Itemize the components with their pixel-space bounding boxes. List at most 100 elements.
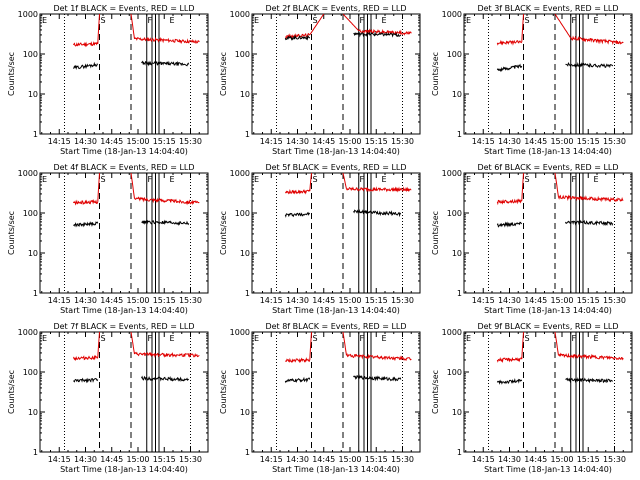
marker-label-f: F (360, 16, 365, 25)
marker-label-s: S (313, 334, 318, 343)
plot-frame (463, 331, 633, 453)
marker-label-e-right: E (382, 334, 387, 343)
x-tick-label: 14:45 (524, 137, 547, 146)
lld-series-line (130, 172, 135, 199)
events-series-line (284, 211, 311, 218)
x-tick-label: 15:00 (338, 455, 361, 464)
panel-det-7: Det 7f BLACK = Events, RED = LLD 1 10 100 10… (7, 322, 209, 474)
lld-series-line (134, 351, 200, 358)
y-tick-label: 100 (23, 50, 38, 59)
lld-series-line (97, 331, 100, 358)
plot-frame (251, 331, 421, 453)
plot-frame (39, 172, 209, 294)
panel-det-4: Det 4f BLACK = Events, RED = LLD 1 10 100 10… (7, 163, 209, 315)
events-series-line (353, 374, 402, 382)
y-tick-label: 100 (447, 368, 462, 377)
marker-label-e-left: E (254, 334, 259, 343)
lld-series-line (284, 189, 311, 195)
x-tick-label: 14:15 (48, 455, 71, 464)
lld-series-line (309, 13, 325, 36)
x-tick-label: 14:15 (260, 455, 283, 464)
y-tick-label: 10 (240, 408, 250, 417)
y-tick-label: 10 (452, 90, 462, 99)
marker-label-f: F (360, 334, 365, 343)
x-axis-label: Start Time (18-Jan-13 14:04:40) (272, 147, 400, 156)
plot-frame (251, 172, 421, 294)
lld-series-line (554, 13, 572, 39)
y-axis-label: Counts/sec (7, 52, 16, 96)
y-axis-label: Counts/sec (7, 211, 16, 255)
lld-series-line (521, 331, 524, 360)
lld-series-line (284, 357, 311, 364)
x-tick-label: 14:15 (260, 137, 283, 146)
panel-title: Det 1f BLACK = Events, RED = LLD (53, 4, 194, 13)
y-tick-label: 1000 (442, 169, 462, 178)
marker-label-f: F (148, 334, 153, 343)
x-tick-label: 14:30 (286, 455, 309, 464)
y-tick-label: 1000 (442, 10, 462, 19)
marker-label-e-left: E (466, 16, 471, 25)
marker-label-f: F (360, 175, 365, 184)
y-tick-label: 100 (447, 209, 462, 218)
x-tick-label: 14:30 (498, 137, 521, 146)
panel-det-9: Det 9f BLACK = Events, RED = LLD 1 10 100 10… (431, 322, 633, 474)
y-tick-label: 100 (235, 368, 250, 377)
y-tick-label: 10 (240, 90, 250, 99)
panel-det-1: Det 1f BLACK = Events, RED = LLD 1 10 100 10… (7, 4, 209, 156)
x-tick-label: 15:00 (550, 455, 573, 464)
marker-label-e-right: E (594, 334, 599, 343)
lld-series-line (346, 353, 412, 362)
lld-series-line (570, 35, 624, 46)
x-tick-label: 15:15 (153, 137, 176, 146)
panel-det-3: Det 3f BLACK = Events, RED = LLD 1 10 100 10… (431, 4, 633, 156)
panel-title: Det 7f BLACK = Events, RED = LLD (53, 322, 194, 331)
y-tick-label: 1 (33, 289, 38, 298)
x-tick-label: 14:30 (498, 296, 521, 305)
y-tick-label: 100 (447, 50, 462, 59)
marker-label-e-left: E (42, 16, 47, 25)
panel-title: Det 2f BLACK = Events, RED = LLD (265, 4, 406, 13)
x-tick-label: 15:15 (365, 137, 388, 146)
marker-label-s: S (101, 16, 106, 25)
lld-series-line (134, 36, 200, 45)
marker-label-e-right: E (594, 16, 599, 25)
marker-label-s: S (525, 175, 530, 184)
panel-title: Det 8f BLACK = Events, RED = LLD (265, 322, 406, 331)
y-tick-label: 1 (33, 130, 38, 139)
events-series-line (565, 376, 613, 384)
y-tick-label: 100 (235, 50, 250, 59)
panel-title: Det 5f BLACK = Events, RED = LLD (265, 163, 406, 172)
y-tick-label: 1000 (18, 169, 38, 178)
x-tick-label: 15:30 (391, 137, 414, 146)
x-tick-label: 14:30 (286, 296, 309, 305)
x-tick-label: 14:45 (312, 137, 335, 146)
x-axis-label: Start Time (18-Jan-13 14:04:40) (272, 465, 400, 474)
lld-series-line (72, 354, 99, 362)
lld-series-line (496, 356, 523, 364)
events-series-line (565, 61, 614, 69)
y-axis-label: Counts/sec (219, 370, 228, 414)
x-tick-label: 14:45 (524, 455, 547, 464)
x-tick-label: 15:30 (179, 137, 202, 146)
lld-series-line (130, 13, 135, 39)
y-axis-label: Counts/sec (431, 52, 440, 96)
lld-series-line (342, 331, 347, 356)
lld-series-line (342, 172, 347, 190)
lld-series-line (554, 172, 559, 198)
lld-series-line (554, 331, 559, 356)
lld-series-line (134, 196, 200, 206)
x-axis-label: Start Time (18-Jan-13 14:04:40) (272, 306, 400, 315)
events-series-line (353, 31, 402, 38)
x-tick-label: 15:30 (603, 455, 626, 464)
x-tick-label: 15:30 (179, 296, 202, 305)
x-tick-label: 14:45 (524, 296, 547, 305)
marker-label-s: S (525, 334, 530, 343)
lld-series-line (72, 41, 99, 48)
lld-series-line (72, 199, 99, 206)
lld-series-line (496, 198, 523, 206)
events-series-line (73, 221, 99, 228)
panel-det-5: Det 5f BLACK = Events, RED = LLD 1 10 100 10… (219, 163, 421, 315)
marker-label-e-right: E (382, 175, 387, 184)
events-series-line (141, 60, 190, 67)
x-tick-label: 15:00 (126, 137, 149, 146)
